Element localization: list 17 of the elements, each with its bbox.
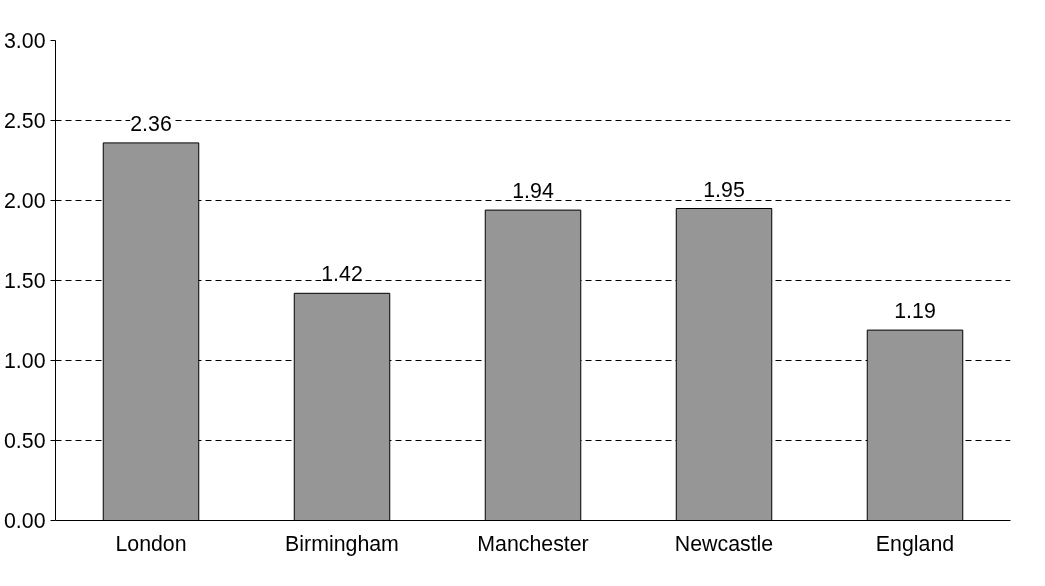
- data-label: 1.95: [703, 177, 745, 202]
- y-tick-label: 1.00: [3, 349, 46, 373]
- x-tick-label: Newcastle: [674, 531, 774, 556]
- y-tick-label: 0.00: [3, 509, 46, 533]
- data-label: 2.36: [130, 111, 172, 136]
- y-tick-label: 3.00: [3, 29, 46, 53]
- y-tick-label: 1.50: [3, 269, 46, 293]
- data-label: 1.42: [321, 262, 363, 287]
- x-tick-label: England: [875, 531, 955, 556]
- x-tick-label: Manchester: [477, 531, 589, 556]
- y-tick-label: 2.00: [3, 189, 46, 213]
- y-tick-label: 0.50: [3, 429, 46, 453]
- x-tick-label: London: [115, 531, 187, 556]
- data-label: 1.19: [894, 299, 936, 324]
- data-label: 1.94: [512, 179, 554, 204]
- y-tick-label: 2.50: [3, 109, 46, 133]
- x-tick-label: Birmingham: [285, 531, 399, 556]
